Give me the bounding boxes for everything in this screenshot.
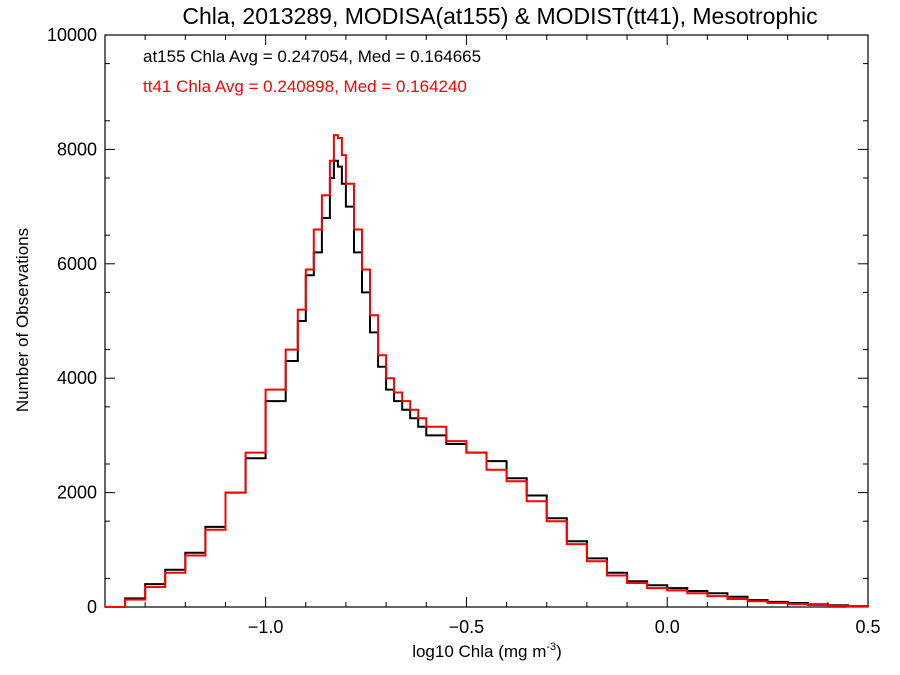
x-tick-label: 0.5: [855, 617, 880, 637]
y-tick-label: 4000: [57, 368, 97, 388]
x-tick-label: −1.0: [248, 617, 284, 637]
y-tick-label: 2000: [57, 483, 97, 503]
plot-frame: [104, 34, 869, 608]
y-tick-label: 8000: [57, 139, 97, 159]
x-axis-title-end: ): [556, 642, 562, 661]
x-axis-ticks: −1.0 −0.5 0.0 0.5: [104, 35, 881, 637]
y-tick-label: 6000: [57, 254, 97, 274]
x-tick-label: 0.0: [655, 617, 680, 637]
stats-annotation: tt41 Chla Avg = 0.240898, Med = 0.164240: [143, 77, 467, 96]
x-axis-title-sup: -3: [546, 641, 556, 653]
chart-title: Chla, 2013289, MODISA(at155) & MODIST(tt…: [182, 3, 817, 29]
y-tick-label: 0: [87, 597, 97, 617]
series-line-tt41: [105, 134, 869, 608]
series-line-at155: [105, 159, 869, 608]
stats-annotation: at155 Chla Avg = 0.247054, Med = 0.16466…: [143, 47, 481, 66]
x-tick-label: −0.5: [449, 617, 485, 637]
y-axis-title: Number of Observations: [13, 228, 32, 412]
annotations: at155 Chla Avg = 0.247054, Med = 0.16466…: [143, 47, 481, 96]
y-axis-ticks: 0 2000 4000 6000 8000 10000: [47, 25, 868, 617]
x-axis-title: log10 Chla (mg m-3): [412, 641, 562, 661]
x-axis-title-main: log10 Chla (mg m: [412, 642, 546, 661]
y-tick-label: 10000: [47, 25, 97, 45]
series-layer: [105, 134, 869, 608]
